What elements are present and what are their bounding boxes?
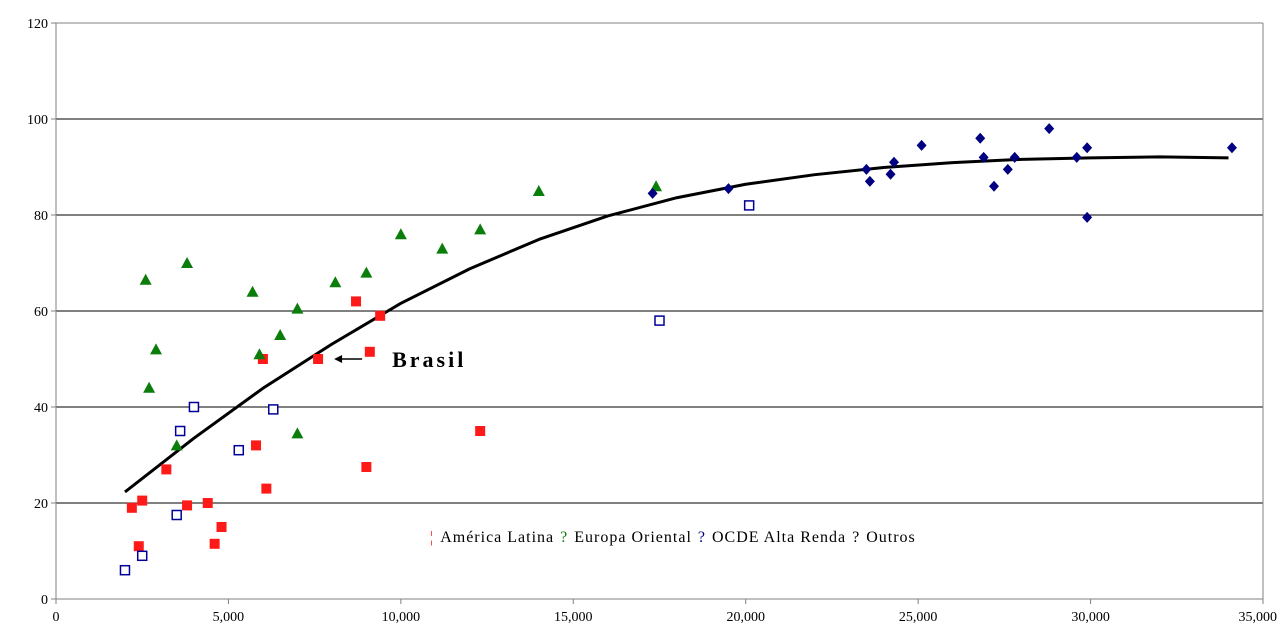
point-europa-oriental <box>291 302 304 314</box>
point-europa-oriental <box>181 257 194 268</box>
point-america-latina <box>351 296 362 307</box>
point-ocde-alta-renda <box>978 151 989 163</box>
point-europa-oriental <box>139 273 152 285</box>
x-tick-label: 35,000 <box>1239 610 1278 625</box>
point-outros <box>743 200 755 211</box>
y-tick-label: 80 <box>34 209 48 224</box>
point-europa-oriental <box>360 266 373 278</box>
x-tick-labels: 0 5,000 10,000 15,000 20,000 25,000 30,000 35,0… <box>53 610 1278 625</box>
trendline-group <box>124 155 1229 494</box>
point-ocde-alta-renda <box>1044 123 1055 135</box>
point-europa-oriental <box>532 185 545 196</box>
point-europa-oriental <box>291 427 304 439</box>
point-america-latina <box>313 354 324 364</box>
legend-marker-glyph: ¦ <box>430 529 434 546</box>
y-tick-label: 0 <box>41 593 48 608</box>
x-tick-label: 15,000 <box>554 610 593 625</box>
point-ocde-alta-renda <box>723 183 734 195</box>
point-ocde-alta-renda <box>1226 142 1237 154</box>
y-tick-label: 100 <box>27 113 48 128</box>
point-ocde-alta-renda <box>1071 151 1082 163</box>
y-tick-label: 20 <box>34 497 48 512</box>
point-outros <box>119 564 131 576</box>
annotation-arrow-head <box>334 355 343 363</box>
point-america-latina <box>137 495 148 506</box>
point-outros <box>188 401 200 413</box>
brasil-annotation: Brasil <box>334 347 466 372</box>
legend-label: Europa Oriental <box>574 529 692 546</box>
y-tick-label: 60 <box>34 305 48 320</box>
legend-marker-glyph: ? <box>698 529 706 546</box>
legend-label: OCDE Alta Renda <box>712 529 846 546</box>
legend-label: América Latina <box>440 529 554 546</box>
svg-text:¦América Latina?Europa Orienta: ¦ América Latina? Europa Oriental? OCDE Alt… <box>430 529 916 546</box>
point-europa-oriental <box>170 439 183 451</box>
point-america-latina <box>361 462 372 472</box>
axes <box>51 22 1264 604</box>
point-outros <box>233 444 245 456</box>
point-america-latina <box>261 483 272 494</box>
point-ocde-alta-renda <box>861 163 872 175</box>
point-europa-oriental <box>474 223 487 235</box>
point-ocde-alta-renda <box>889 156 900 168</box>
point-america-latina <box>209 538 220 549</box>
legend-label: Outros <box>866 529 916 546</box>
point-america-latina <box>202 498 213 508</box>
point-europa-oriental <box>394 228 407 240</box>
point-ocde-alta-renda <box>885 168 896 180</box>
y-tick-label: 40 <box>34 401 48 416</box>
x-tick-label: 0 <box>53 610 60 625</box>
point-ocde-alta-renda <box>916 139 927 151</box>
legend-marker-glyph: ? <box>852 529 860 546</box>
point-ocde-alta-renda <box>1002 163 1013 175</box>
point-europa-oriental <box>143 381 156 393</box>
point-ocde-alta-renda <box>975 132 986 144</box>
point-america-latina <box>126 502 137 513</box>
point-america-latina <box>182 500 193 511</box>
point-europa-oriental <box>274 329 287 340</box>
point-america-latina <box>475 426 486 436</box>
y-tick-labels: 0 20 40 60 80 100 120 <box>27 17 48 608</box>
point-outros <box>174 425 186 437</box>
legend: ¦ América Latina? Europa Oriental? OCDE Alt… <box>430 529 916 546</box>
point-america-latina <box>216 522 227 532</box>
x-tick-label: 10,000 <box>382 610 421 625</box>
data-points <box>119 123 1237 576</box>
gridlines <box>56 22 1263 504</box>
point-ocde-alta-renda <box>864 175 875 187</box>
point-ocde-alta-renda <box>1082 142 1093 154</box>
point-ocde-alta-renda <box>989 180 1000 192</box>
x-tick-label: 25,000 <box>899 610 938 625</box>
point-ocde-alta-renda <box>647 187 658 199</box>
point-ocde-alta-renda <box>1082 211 1093 223</box>
point-outros <box>136 550 148 562</box>
point-europa-oriental <box>436 242 449 254</box>
point-america-latina <box>375 310 386 321</box>
point-outros <box>268 404 279 415</box>
point-america-latina <box>364 346 375 357</box>
point-america-latina <box>133 541 144 552</box>
point-europa-oriental <box>253 348 266 360</box>
trendline <box>124 155 1229 494</box>
legend-marker-glyph: ? <box>560 529 568 546</box>
point-outros <box>171 509 182 521</box>
point-america-latina <box>251 440 262 451</box>
point-outros <box>654 315 665 326</box>
point-europa-oriental <box>246 285 259 297</box>
point-ocde-alta-renda <box>1009 151 1020 163</box>
point-europa-oriental <box>150 343 163 355</box>
y-tick-label: 120 <box>27 17 48 32</box>
x-tick-label: 20,000 <box>726 610 765 625</box>
x-tick-label: 5,000 <box>213 610 245 625</box>
annotation-label: Brasil <box>392 347 466 372</box>
point-america-latina <box>161 464 172 475</box>
x-tick-label: 30,000 <box>1071 610 1110 625</box>
point-europa-oriental <box>329 276 342 288</box>
